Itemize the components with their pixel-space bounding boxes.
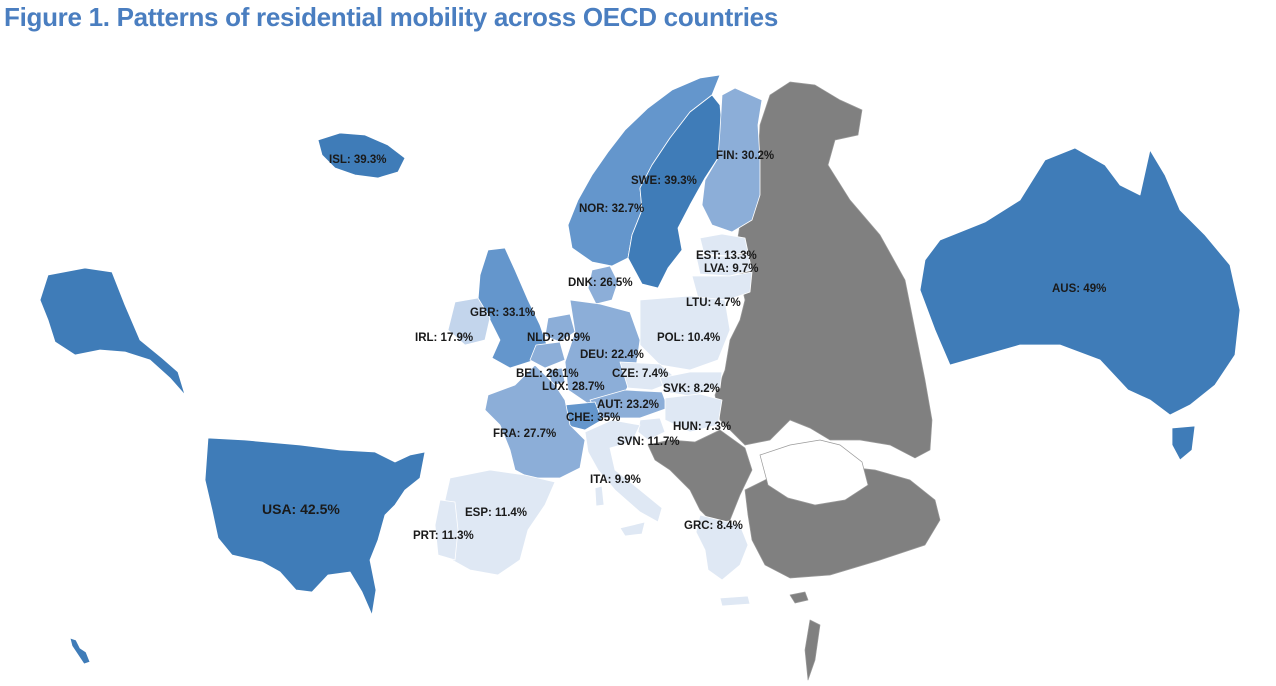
country-grc <box>695 514 749 581</box>
label-dnk: DNK: 26.5% <box>568 277 633 289</box>
label-lux: LUX: 28.7% <box>542 381 605 393</box>
country-svk <box>659 371 723 397</box>
label-ita: ITA: 9.9% <box>590 474 641 486</box>
black-sea <box>759 439 869 506</box>
country-sardinia <box>594 485 605 507</box>
country-usa-alaska <box>39 267 186 396</box>
label-aut: AUT: 23.2% <box>597 399 659 411</box>
country-lva <box>695 253 753 277</box>
country-bel <box>529 341 566 369</box>
label-esp: ESP: 11.4% <box>465 507 527 519</box>
figure-title: Figure 1. Patterns of residential mobili… <box>4 2 779 32</box>
country-ita <box>584 419 663 523</box>
label-swe: SWE: 39.3% <box>631 175 697 187</box>
label-usa: USA: 42.5% <box>262 501 340 517</box>
label-bel: BEL: 26.1% <box>516 368 579 380</box>
label-grc: GRC: 8.4% <box>684 520 743 532</box>
label-svk: SVK: 8.2% <box>663 383 720 395</box>
country-svn <box>637 417 666 441</box>
country-ltu <box>691 271 753 301</box>
country-usa <box>204 437 426 616</box>
label-nld: NLD: 20.9% <box>527 332 590 344</box>
label-svn: SVN: 11.7% <box>617 436 680 448</box>
country-isl <box>317 132 406 179</box>
label-prt: PRT: 11.3% <box>413 530 474 542</box>
cyprus-shape <box>789 591 809 604</box>
label-deu: DEU: 22.4% <box>580 349 644 361</box>
balkans-shape <box>647 429 753 526</box>
label-cze: CZE: 7.4% <box>612 368 668 380</box>
country-nld <box>544 313 576 343</box>
country-hun <box>664 393 723 433</box>
label-isl: ISL: 39.3% <box>329 154 387 166</box>
label-aus: AUS: 49% <box>1052 283 1106 295</box>
country-aus <box>919 147 1241 416</box>
oecd-countries <box>39 74 1241 665</box>
country-fin <box>701 87 763 233</box>
label-irl: IRL: 17.9% <box>415 332 473 344</box>
country-aus-tasmania <box>1171 425 1196 461</box>
label-pol: POL: 10.4% <box>657 332 720 344</box>
country-dnk <box>587 265 619 305</box>
label-fin: FIN: 30.2% <box>716 150 774 162</box>
label-nor: NOR: 32.7% <box>579 203 644 215</box>
label-fra: FRA: 27.7% <box>493 428 556 440</box>
label-lva: LVA: 9.7% <box>704 263 759 275</box>
country-usa-hawaii <box>69 637 91 665</box>
label-est: EST: 13.3% <box>696 250 757 262</box>
country-prt <box>434 499 459 561</box>
country-pol <box>639 295 731 371</box>
country-fra <box>484 364 586 479</box>
label-ltu: LTU: 4.7% <box>686 297 741 309</box>
country-labels: ISL: 39.3% FIN: 30.2% SWE: 39.3% NOR: 32… <box>262 150 1106 542</box>
label-hun: HUN: 7.3% <box>673 421 731 433</box>
country-esp <box>444 469 556 576</box>
country-crete <box>719 595 751 607</box>
arabia-strip-shape <box>804 619 821 681</box>
country-sicily <box>619 521 646 537</box>
country-est <box>699 233 749 257</box>
label-gbr: GBR: 33.1% <box>470 307 535 319</box>
label-che: CHE: 35% <box>566 412 620 424</box>
country-irl <box>447 297 491 346</box>
